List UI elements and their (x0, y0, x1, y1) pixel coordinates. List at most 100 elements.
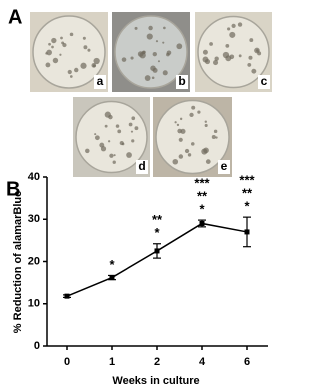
cell (134, 126, 139, 131)
cell (113, 154, 116, 157)
cell (204, 120, 207, 123)
cell (212, 59, 219, 66)
significance-marker: ** (152, 212, 163, 227)
cell (190, 142, 195, 146)
cell (191, 105, 196, 110)
cell (184, 148, 190, 154)
cell (130, 56, 134, 60)
cell (248, 55, 253, 60)
cell (126, 152, 132, 158)
cell (177, 128, 182, 134)
cell (134, 26, 138, 30)
data-point (154, 248, 160, 254)
cell (163, 26, 166, 30)
cell (130, 130, 134, 133)
cell (121, 142, 125, 146)
cell (51, 37, 57, 44)
cell (162, 70, 168, 76)
figure-canvas: A B Weeks in culture % Reduction of alam… (6, 6, 272, 387)
cell (131, 116, 136, 121)
cell (205, 159, 211, 164)
y-tick-label: 30 (28, 213, 40, 225)
cell (121, 57, 127, 62)
cell (178, 137, 183, 142)
significance-marker: ** (242, 186, 253, 201)
cell (229, 31, 236, 38)
panel-label: B (6, 178, 20, 200)
cell (94, 133, 97, 136)
image-label-box (136, 160, 148, 174)
significance-marker: * (154, 225, 160, 240)
cell (213, 129, 218, 134)
cell (141, 50, 146, 55)
cell (152, 51, 157, 57)
cell (209, 42, 213, 46)
cell (128, 122, 133, 127)
well (155, 99, 230, 175)
cell (45, 62, 51, 68)
cell (104, 111, 111, 118)
cell (150, 65, 156, 71)
y-tick-label: 0 (34, 340, 40, 352)
cell (215, 136, 218, 139)
figure: A B Weeks in culture % Reduction of alam… (6, 6, 272, 387)
cell (107, 140, 111, 143)
cell (85, 148, 90, 154)
cell (93, 57, 100, 65)
cell (176, 43, 183, 50)
cell (48, 42, 51, 46)
x-axis-label: Weeks in culture (112, 375, 199, 387)
well (197, 15, 270, 89)
cell (92, 64, 96, 68)
x-tick-label: 0 (64, 356, 70, 368)
cell (117, 129, 122, 134)
data-point (109, 275, 115, 281)
cell (151, 76, 155, 80)
image-label: c (261, 74, 268, 88)
cell (94, 135, 100, 141)
x-tick-label: 6 (244, 356, 250, 368)
cell (74, 67, 79, 73)
image-label: b (178, 74, 185, 88)
well (114, 15, 188, 89)
cell (251, 68, 257, 74)
cell (162, 41, 165, 44)
cell (148, 25, 153, 31)
cell (178, 154, 184, 159)
cell (249, 38, 254, 42)
y-tick-label: 20 (28, 255, 40, 267)
cell (225, 44, 230, 48)
cell (59, 53, 62, 56)
cell (100, 146, 107, 152)
significance-marker: * (244, 199, 250, 214)
cell (238, 54, 242, 58)
cell (247, 62, 252, 67)
cell (237, 22, 243, 27)
cell (115, 124, 120, 128)
cell (197, 110, 201, 114)
cell (67, 69, 72, 75)
cell (131, 139, 135, 143)
cell (256, 49, 259, 52)
cell (83, 45, 88, 50)
cell (174, 121, 177, 124)
cell (87, 48, 91, 52)
cell (201, 148, 208, 155)
cell (144, 75, 151, 81)
significance-marker: *** (239, 173, 255, 188)
data-point (64, 293, 70, 299)
cell (231, 23, 236, 29)
image-label: d (138, 159, 145, 173)
image-label-box (218, 160, 230, 174)
cell (202, 49, 208, 55)
cell (204, 58, 211, 65)
cell (229, 54, 235, 60)
cell (227, 27, 231, 31)
x-tick-label: 4 (199, 356, 206, 368)
cell (172, 158, 179, 165)
cell (104, 124, 108, 128)
cell (69, 32, 74, 37)
cell (82, 36, 86, 40)
cell (187, 153, 192, 157)
well (32, 15, 106, 89)
